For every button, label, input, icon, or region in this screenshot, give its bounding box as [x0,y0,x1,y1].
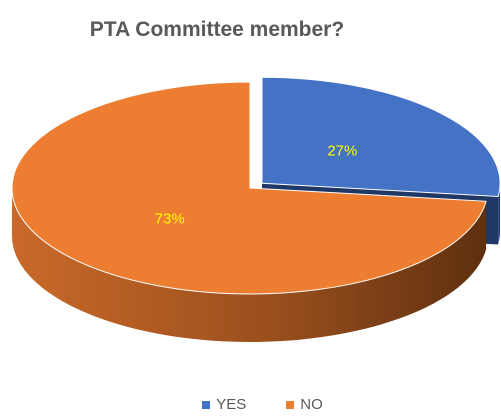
slice-yes[interactable] [261,76,501,198]
chart-title: PTA Committee member? [89,18,345,41]
data-label-no: 73% [155,211,185,228]
legend-swatch-no [286,400,295,409]
legend-label-yes: YES [216,396,247,413]
legend-swatch-yes [202,400,211,409]
slice-side-yes [498,183,500,245]
legend: YES NO [0,396,501,413]
slice-side-no [12,188,487,342]
data-label-yes: 27% [327,143,357,160]
legend-label-no: NO [300,396,323,413]
legend-item-yes[interactable]: YES [202,396,246,413]
legend-item-no[interactable]: NO [286,396,323,413]
slice-no[interactable] [11,81,487,295]
